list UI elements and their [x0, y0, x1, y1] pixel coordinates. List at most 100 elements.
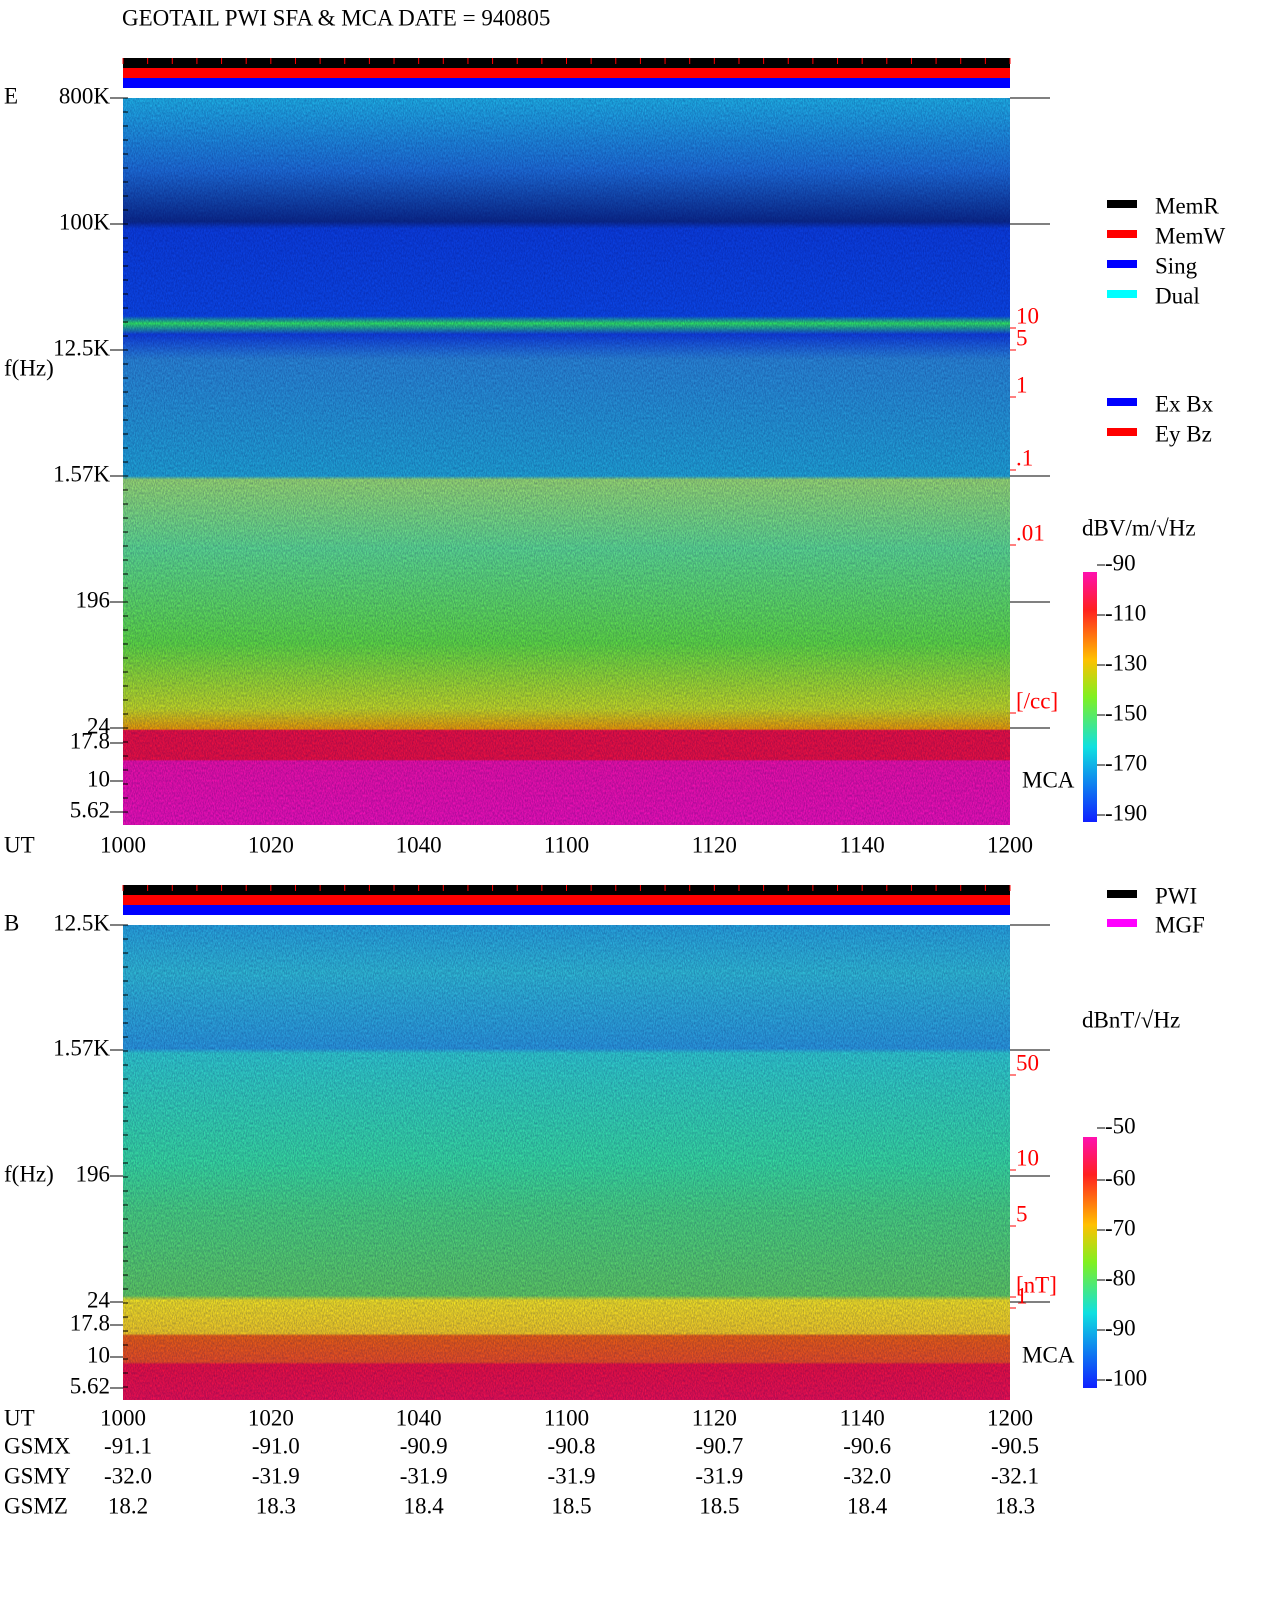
time-tick-label: 1100 — [544, 1405, 589, 1430]
freq-tick-label: 196 — [76, 587, 111, 612]
freq-tick-label: 1.57K — [53, 461, 110, 486]
legend-swatch — [1107, 428, 1137, 436]
orbit-label: GSMZ — [4, 1493, 68, 1518]
colorbar-tick-label: -50 — [1105, 1113, 1136, 1138]
density-label: 10 — [1016, 303, 1039, 328]
orbit-value: -91.1 — [104, 1433, 152, 1458]
density-label: [/cc] — [1016, 688, 1058, 713]
legend-label: MGF — [1155, 912, 1205, 937]
time-tick-label: 1020 — [248, 832, 294, 857]
colorbar — [1083, 1137, 1097, 1388]
freq-tick-label: 5.62 — [70, 1373, 110, 1398]
freq-tick-label: 800K — [59, 83, 111, 108]
orbit-value: -90.8 — [548, 1433, 596, 1458]
legend-label: Ey Bz — [1155, 421, 1212, 446]
panel-label: B — [4, 910, 19, 935]
density-label: 10 — [1016, 1145, 1039, 1170]
mca-label: MCA — [1022, 1342, 1075, 1367]
time-tick-label: 1000 — [100, 1405, 146, 1430]
orbit-value: -90.5 — [991, 1433, 1039, 1458]
colorbar-tick-label: -170 — [1105, 750, 1147, 775]
time-tick-label: 1200 — [987, 832, 1033, 857]
time-tick-label: 1000 — [100, 832, 146, 857]
density-label: 1 — [1016, 372, 1028, 397]
legend-label: MemW — [1155, 223, 1226, 248]
panel-label: E — [4, 83, 18, 108]
colorbar-tick-label: -70 — [1105, 1215, 1136, 1240]
orbit-value: -91.0 — [252, 1433, 300, 1458]
time-tick-label: 1020 — [248, 1405, 294, 1430]
orbit-value: -31.9 — [252, 1463, 300, 1488]
status-bar — [123, 68, 1010, 78]
orbit-value: -32.0 — [104, 1463, 152, 1488]
status-bar — [123, 905, 1010, 915]
freq-tick-label: 10 — [87, 1342, 110, 1367]
orbit-value: -31.9 — [695, 1463, 743, 1488]
density-label: 1 — [1016, 1283, 1028, 1308]
orbit-value: -32.0 — [843, 1463, 891, 1488]
colorbar-tick-label: -80 — [1105, 1265, 1136, 1290]
orbit-value: -90.6 — [843, 1433, 891, 1458]
freq-tick-label: 1.57K — [53, 1035, 110, 1060]
freq-tick-label: 5.62 — [70, 797, 110, 822]
legend-swatch — [1107, 290, 1137, 298]
legend-label: Sing — [1155, 253, 1198, 278]
legend-swatch — [1107, 919, 1137, 927]
freq-tick-label: 10 — [87, 766, 110, 791]
time-tick-label: 1140 — [840, 1405, 885, 1430]
colorbar-tick-label: -60 — [1105, 1165, 1136, 1190]
density-label: 5 — [1016, 1201, 1028, 1226]
orbit-value: 18.2 — [108, 1493, 148, 1518]
legend-label: Dual — [1155, 283, 1200, 308]
mca-label: MCA — [1022, 767, 1075, 792]
units-label: dBV/m/√Hz — [1082, 515, 1196, 540]
freq-tick-label: 196 — [76, 1161, 111, 1186]
orbit-value: 18.4 — [847, 1493, 888, 1518]
legend-label: Ex Bx — [1155, 391, 1214, 416]
freq-tick-label: 17.8 — [70, 728, 110, 753]
colorbar-tick-label: -110 — [1105, 600, 1146, 625]
freq-tick-label: 24 — [87, 1287, 111, 1312]
legend-swatch — [1107, 890, 1137, 898]
status-bar — [123, 895, 1010, 905]
time-tick-label: 1200 — [987, 1405, 1033, 1430]
page-title: GEOTAIL PWI SFA & MCA DATE = 940805 — [122, 5, 550, 30]
orbit-value: 18.3 — [995, 1493, 1035, 1518]
time-tick-label: 1120 — [692, 1405, 737, 1430]
legend-swatch — [1107, 200, 1137, 208]
y-axis-label: f(Hz) — [4, 1161, 54, 1186]
freq-tick-label: 24 — [87, 713, 111, 738]
spectrogram-noise — [123, 925, 1010, 1400]
units-label: dBnT/√Hz — [1082, 1007, 1180, 1032]
orbit-value: -31.9 — [400, 1463, 448, 1488]
density-label: [nT] — [1016, 1272, 1057, 1297]
orbit-value: -90.9 — [400, 1433, 448, 1458]
orbit-value: -90.7 — [695, 1433, 743, 1458]
colorbar-tick-label: -150 — [1105, 700, 1147, 725]
x-axis-label: UT — [4, 832, 35, 857]
orbit-value: 18.5 — [551, 1493, 591, 1518]
time-tick-label: 1140 — [840, 832, 885, 857]
legend-swatch — [1107, 260, 1137, 268]
y-axis-label: f(Hz) — [4, 355, 54, 380]
orbit-value: 18.5 — [699, 1493, 739, 1518]
legend-swatch — [1107, 230, 1137, 238]
density-label: .01 — [1016, 520, 1045, 545]
time-tick-label: 1100 — [544, 832, 589, 857]
legend-swatch — [1107, 398, 1137, 406]
time-tick-label: 1040 — [396, 1405, 442, 1430]
orbit-label: GSMY — [4, 1463, 71, 1488]
orbit-value: 18.4 — [404, 1493, 445, 1518]
freq-tick-label: 12.5K — [53, 335, 110, 360]
density-label: .1 — [1016, 445, 1033, 470]
x-axis-label: UT — [4, 1405, 35, 1430]
time-tick-label: 1120 — [692, 832, 737, 857]
freq-tick-label: 100K — [59, 209, 111, 234]
legend-label: MemR — [1155, 193, 1220, 218]
time-tick-label: 1040 — [396, 832, 442, 857]
colorbar-tick-label: -90 — [1105, 1315, 1136, 1340]
colorbar-tick-label: -190 — [1105, 800, 1147, 825]
status-bar — [123, 78, 1010, 88]
orbit-label: GSMX — [4, 1433, 71, 1458]
